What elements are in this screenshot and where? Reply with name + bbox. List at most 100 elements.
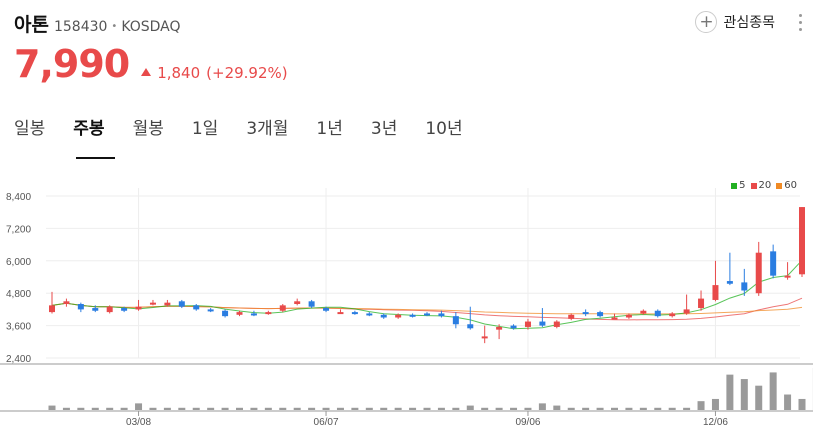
volume-bar (596, 407, 604, 410)
candle-body (63, 301, 70, 304)
candle-body (640, 310, 647, 314)
candle-body (366, 313, 373, 316)
volume-bar (236, 407, 243, 410)
market-label: KOSDAQ (121, 19, 181, 35)
tab-1year[interactable]: 1년 (316, 119, 343, 139)
tab-3month[interactable]: 3개월 (246, 119, 289, 139)
y-tick-label: 3,600 (6, 322, 31, 333)
period-tabs: 일봉 주봉 월봉 1일 3개월 1년 3년 10년 (0, 114, 477, 151)
candle-body (207, 309, 214, 312)
volume-bar (798, 398, 806, 410)
candle-body (755, 252, 762, 294)
volume-bar (683, 407, 691, 410)
volume-bar (409, 407, 417, 410)
volume-bar (538, 403, 546, 410)
candle-body (49, 305, 55, 313)
y-tick-label: 6,000 (6, 257, 31, 268)
candle-body (510, 325, 517, 329)
candle-body (799, 207, 805, 275)
volume-bar (582, 407, 590, 410)
candle-body (524, 321, 531, 327)
candle-body (625, 314, 632, 318)
volume-bar (625, 407, 633, 410)
candle-body (395, 314, 402, 318)
y-tick-label: 2,400 (6, 354, 31, 365)
candle-body (380, 314, 387, 318)
candle-body (149, 302, 156, 305)
candle-body (698, 298, 705, 309)
candle-body (539, 321, 546, 326)
candle-body (265, 312, 272, 315)
candle-body (337, 312, 344, 315)
candle-body (308, 301, 315, 307)
volume-bar (322, 407, 330, 410)
candle-body (121, 308, 128, 311)
tab-weekly[interactable]: 주봉 (73, 119, 105, 139)
candle-body (726, 281, 733, 284)
candle-body (496, 326, 503, 330)
chart-legend: 5 20 60 (726, 180, 797, 191)
volume-bar (784, 394, 792, 410)
ma20-line (51, 297, 803, 321)
candle-body (323, 308, 330, 311)
volume-bar (77, 407, 85, 410)
ma5-line (51, 259, 803, 330)
volume-bar (120, 407, 128, 410)
change-percent: (+29.92%) (206, 64, 288, 82)
volume-bar (106, 407, 114, 410)
price-row: 7,990 1,840 (+29.92%) (14, 42, 288, 86)
volume-bar (250, 407, 258, 410)
add-watchlist-button[interactable]: + 관심종목 (695, 11, 775, 33)
volume-bar (495, 407, 503, 410)
candle-body (597, 312, 604, 317)
legend-ma5: 5 (731, 180, 746, 191)
tab-monthly[interactable]: 월봉 (132, 119, 164, 139)
candle-body (77, 304, 84, 310)
candle-body (683, 309, 690, 314)
volume-bar (279, 407, 287, 410)
candle-body (193, 305, 200, 310)
volume-bar (437, 407, 445, 410)
volume-bar (264, 407, 272, 410)
volume-bar (668, 407, 676, 410)
watchlist-label: 관심종목 (723, 15, 775, 31)
legend-ma60: 60 (776, 180, 797, 191)
volume-bar (48, 405, 56, 410)
candle-body (438, 313, 445, 317)
tab-3year[interactable]: 3년 (370, 119, 398, 139)
volume-bar (611, 407, 618, 410)
volume-bar (654, 407, 662, 410)
volume-bar (755, 385, 763, 410)
volume-bar (567, 407, 575, 410)
tab-1day[interactable]: 1일 (191, 119, 219, 139)
price-change: 1,840 (+29.92%) (141, 64, 288, 82)
candle-body (135, 306, 142, 310)
volume-bar (553, 405, 561, 410)
candle-body (351, 312, 358, 315)
volume-bar (135, 403, 143, 410)
volume-bar (207, 407, 215, 410)
active-tab-indicator (76, 157, 115, 159)
legend-ma20: 20 (750, 180, 771, 191)
candle-body (279, 305, 286, 311)
candle-body (712, 285, 719, 300)
volume-bar (91, 407, 99, 410)
candle-body (409, 314, 416, 317)
x-tick-label: 12/06 (703, 417, 728, 428)
candle-body (424, 313, 430, 316)
candle-body (741, 282, 748, 291)
current-price: 7,990 (14, 42, 130, 86)
volume-bar (163, 407, 171, 410)
candle-body (553, 321, 560, 327)
volume-bar (221, 407, 229, 410)
candle-body (467, 324, 474, 329)
tab-10year[interactable]: 10년 (425, 119, 463, 139)
tab-daily[interactable]: 일봉 (14, 119, 46, 139)
candle-body (250, 313, 257, 316)
volume-bar (481, 407, 489, 410)
volume-bar (308, 407, 316, 410)
volume-bar (452, 407, 460, 410)
more-menu-icon[interactable] (799, 14, 803, 35)
volume-bar (394, 407, 402, 410)
